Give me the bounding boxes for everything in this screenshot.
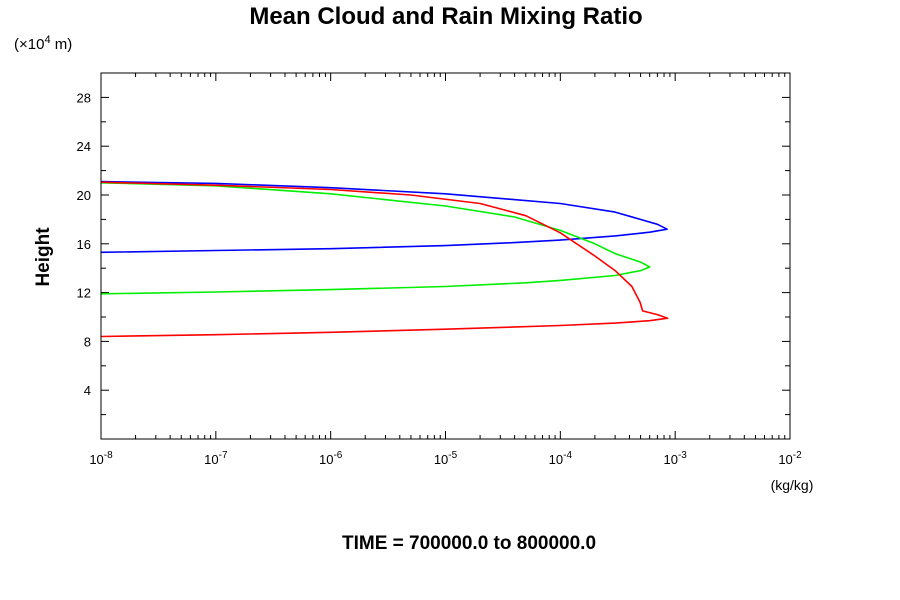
x-tick-label: 10-7 — [204, 450, 228, 467]
y-scale-prefix: (×10 — [14, 36, 44, 53]
series-line-1 — [100, 180, 668, 254]
y-scale-suffix: m) — [51, 36, 73, 53]
plot-frame — [100, 72, 791, 440]
y-tick-label: 12 — [77, 286, 91, 301]
series-line-3 — [100, 181, 669, 338]
series-line-2 — [100, 182, 651, 295]
chart-title: Mean Cloud and Rain Mixing Ratio — [249, 3, 642, 30]
y-tick-label: 8 — [84, 334, 91, 349]
x-tick-label: 10-6 — [319, 450, 343, 467]
x-axis-tick-labels: 10-8 10-7 10-6 10-5 10-4 10-3 10-2 — [89, 450, 802, 467]
y-scale-exponent: 4 — [44, 34, 50, 46]
y-tick-label: 16 — [77, 237, 91, 252]
y-tick-label: 24 — [77, 139, 91, 154]
series-layer — [100, 180, 669, 338]
y-scale-factor: (×104 m) — [14, 34, 72, 53]
y-axis-label: Height — [33, 227, 54, 287]
x-axis-ticks — [100, 73, 791, 439]
y-axis-tick-labels: 4 8 12 16 20 24 28 — [77, 90, 91, 398]
chart-subtitle: TIME = 700000.0 to 800000.0 — [342, 533, 596, 554]
y-tick-label: 20 — [77, 188, 91, 203]
x-tick-label: 10-8 — [89, 450, 113, 467]
x-tick-label: 10-3 — [663, 450, 687, 467]
x-tick-label: 10-2 — [778, 450, 802, 467]
y-tick-label: 28 — [77, 90, 91, 105]
y-axis-ticks — [101, 96, 790, 416]
x-axis-unit: (kg/kg) — [771, 477, 814, 493]
x-tick-label: 10-5 — [434, 450, 458, 467]
y-tick-label: 4 — [84, 383, 91, 398]
x-tick-label: 10-4 — [549, 450, 573, 467]
